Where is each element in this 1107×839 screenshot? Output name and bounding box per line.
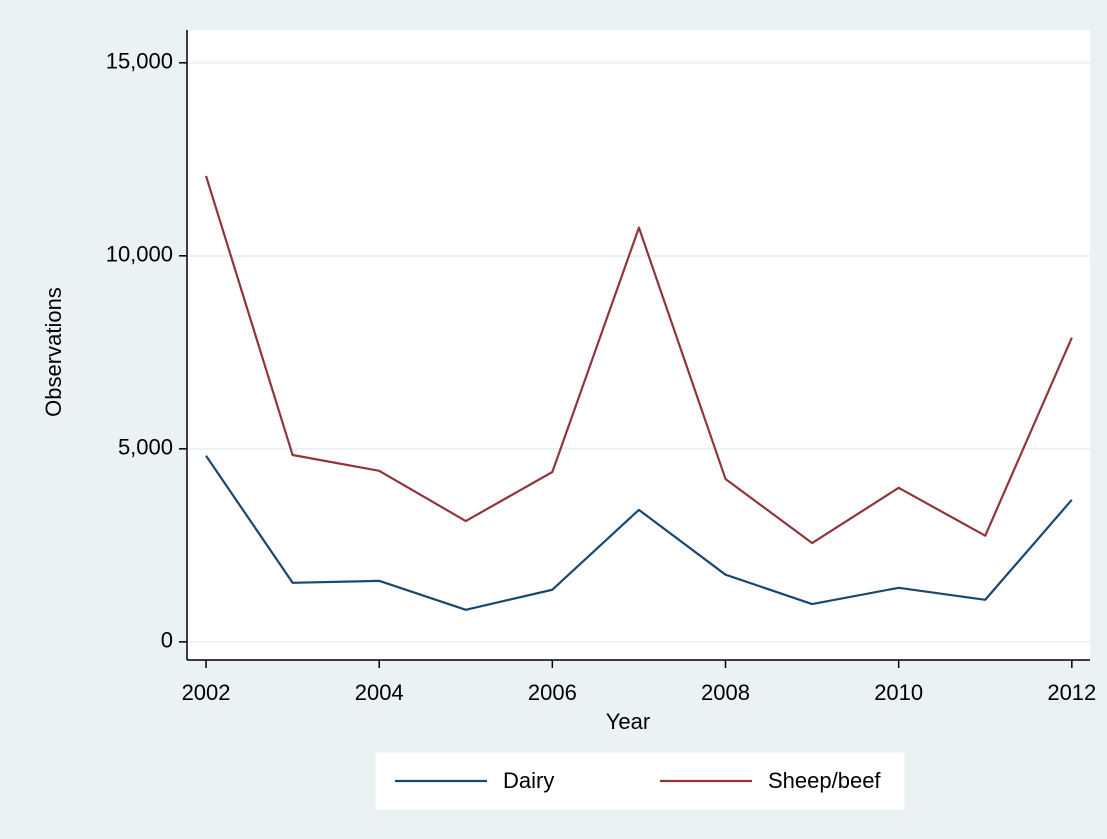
x-tick-label: 2012 — [1047, 680, 1096, 705]
y-tick-label: 15,000 — [106, 49, 173, 74]
plot-area — [187, 30, 1090, 660]
x-tick-label: 2002 — [182, 680, 231, 705]
x-tick-label: 2006 — [528, 680, 577, 705]
y-axis-label: Observations — [41, 287, 66, 417]
y-tick-label: 0 — [161, 628, 173, 653]
line-series — [204, 175, 1073, 545]
x-tick-label: 2008 — [701, 680, 750, 705]
x-axis-label: Year — [606, 709, 650, 734]
y-tick-label: 10,000 — [106, 242, 173, 267]
line-series — [205, 455, 1073, 611]
legend-label: Dairy — [503, 768, 554, 793]
legend-label: Sheep/beef — [768, 768, 881, 793]
x-tick-label: 2004 — [355, 680, 404, 705]
x-tick-label: 2010 — [874, 680, 923, 705]
y-tick-label: 5,000 — [118, 435, 173, 460]
